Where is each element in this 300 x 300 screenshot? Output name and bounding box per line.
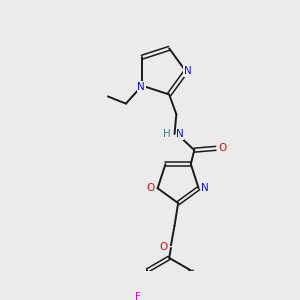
Text: O: O [218,143,226,153]
Text: F: F [136,292,141,300]
Text: N: N [176,129,184,139]
Text: N: N [184,66,192,76]
Text: N: N [201,183,209,193]
Text: H: H [163,129,170,139]
Text: O: O [146,183,154,193]
Text: N: N [137,82,145,92]
Text: O: O [160,242,168,252]
